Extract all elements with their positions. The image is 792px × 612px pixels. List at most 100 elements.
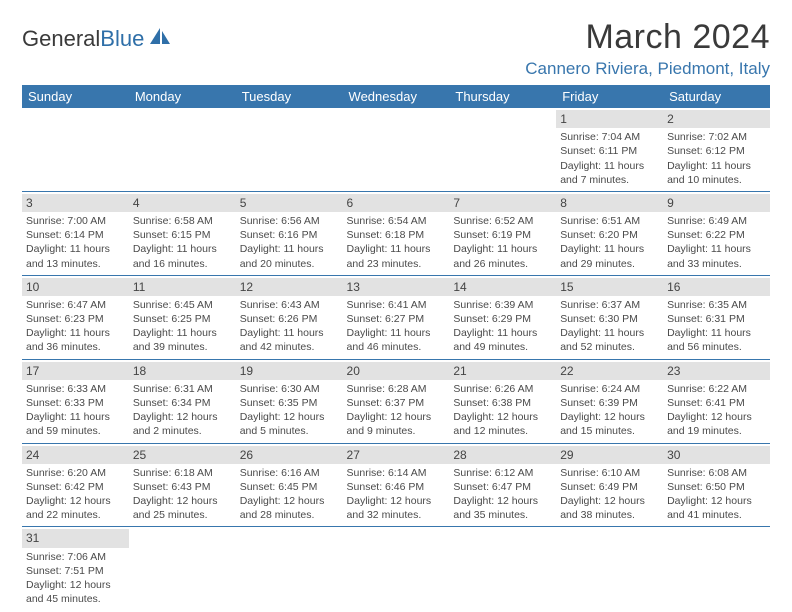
- cell-line: Sunset: 6:42 PM: [26, 480, 125, 494]
- cell-line: Sunset: 6:31 PM: [667, 312, 766, 326]
- cell-line: Daylight: 12 hours: [667, 494, 766, 508]
- cell-line: Sunset: 6:45 PM: [240, 480, 339, 494]
- day-number: 6: [343, 194, 450, 212]
- cell-line: Sunset: 6:14 PM: [26, 228, 125, 242]
- calendar-cell: [22, 108, 129, 191]
- cell-line: and 56 minutes.: [667, 340, 766, 354]
- calendar-cell: 30 Sunrise: 6:08 AMSunset: 6:50 PMDayligh…: [663, 443, 770, 527]
- day-number: 7: [449, 194, 556, 212]
- title-block: March 2024 Cannero Riviera, Piedmont, It…: [525, 18, 770, 79]
- cell-line: Daylight: 12 hours: [26, 494, 125, 508]
- cell-line: and 36 minutes.: [26, 340, 125, 354]
- calendar-cell: 14Sunrise: 6:39 AMSunset: 6:29 PMDayligh…: [449, 275, 556, 359]
- day-number: 9: [663, 194, 770, 212]
- day-number: 10: [22, 278, 129, 296]
- day-number: 21: [449, 362, 556, 380]
- cell-line: and 10 minutes.: [667, 173, 766, 187]
- calendar-cell: 27Sunrise: 6:14 AMSunset: 6:46 PMDayligh…: [343, 443, 450, 527]
- cell-line: Sunrise: 6:49 AM: [667, 214, 766, 228]
- cell-line: Sunset: 6:34 PM: [133, 396, 232, 410]
- calendar-cell: 29Sunrise: 6:10 AMSunset: 6:49 PMDayligh…: [556, 443, 663, 527]
- cell-line: Daylight: 12 hours: [560, 410, 659, 424]
- cell-line: Sunset: 6:39 PM: [560, 396, 659, 410]
- cell-line: Daylight: 11 hours: [133, 242, 232, 256]
- cell-line: Sunrise: 6:08 AM: [667, 466, 766, 480]
- calendar-cell: [449, 527, 556, 610]
- calendar-cell: [343, 108, 450, 191]
- cell-line: Daylight: 12 hours: [453, 410, 552, 424]
- cell-line: Sunset: 6:22 PM: [667, 228, 766, 242]
- calendar-cell: 8Sunrise: 6:51 AMSunset: 6:20 PMDaylight…: [556, 191, 663, 275]
- cell-line: and 15 minutes.: [560, 424, 659, 438]
- day-number: 17: [22, 362, 129, 380]
- cell-line: and 49 minutes.: [453, 340, 552, 354]
- calendar-cell: 2Sunrise: 7:02 AMSunset: 6:12 PMDaylight…: [663, 108, 770, 191]
- cell-line: Daylight: 12 hours: [347, 410, 446, 424]
- cell-line: and 38 minutes.: [560, 508, 659, 522]
- cell-line: Sunrise: 6:28 AM: [347, 382, 446, 396]
- cell-line: and 35 minutes.: [453, 508, 552, 522]
- cell-line: and 45 minutes.: [26, 592, 125, 606]
- cell-line: Sunrise: 7:06 AM: [26, 550, 125, 564]
- calendar-row: 1 Sunrise: 7:04 AMSunset: 6:11 PMDaylight…: [22, 108, 770, 191]
- calendar-cell: 11Sunrise: 6:45 AMSunset: 6:25 PMDayligh…: [129, 275, 236, 359]
- calendar-cell: 6Sunrise: 6:54 AMSunset: 6:18 PMDaylight…: [343, 191, 450, 275]
- cell-line: Sunrise: 6:33 AM: [26, 382, 125, 396]
- day-number: 11: [129, 278, 236, 296]
- cell-line: and 9 minutes.: [347, 424, 446, 438]
- calendar-cell: 17Sunrise: 6:33 AMSunset: 6:33 PMDayligh…: [22, 359, 129, 443]
- calendar-table: Sunday Monday Tuesday Wednesday Thursday…: [22, 85, 770, 610]
- cell-line: and 59 minutes.: [26, 424, 125, 438]
- day-number: 30: [663, 446, 770, 464]
- cell-line: Sunset: 6:23 PM: [26, 312, 125, 326]
- cell-line: Sunrise: 6:20 AM: [26, 466, 125, 480]
- day-number: 28: [449, 446, 556, 464]
- day-number: 3: [22, 194, 129, 212]
- cell-line: Daylight: 11 hours: [347, 242, 446, 256]
- cell-line: Sunrise: 6:16 AM: [240, 466, 339, 480]
- cell-line: Daylight: 11 hours: [560, 159, 659, 173]
- weekday-header: Wednesday: [343, 85, 450, 108]
- calendar-cell: 31Sunrise: 7:06 AMSunset: 7:51 PMDayligh…: [22, 527, 129, 610]
- cell-line: Sunset: 6:35 PM: [240, 396, 339, 410]
- sail-icon: [148, 26, 174, 52]
- day-number: 1: [556, 110, 663, 128]
- cell-line: and 16 minutes.: [133, 257, 232, 271]
- day-number: 24: [22, 446, 129, 464]
- cell-line: and 12 minutes.: [453, 424, 552, 438]
- cell-line: Sunset: 6:41 PM: [667, 396, 766, 410]
- cell-line: Sunset: 6:25 PM: [133, 312, 232, 326]
- cell-line: Sunrise: 7:04 AM: [560, 130, 659, 144]
- day-number: 26: [236, 446, 343, 464]
- calendar-cell: 4Sunrise: 6:58 AMSunset: 6:15 PMDaylight…: [129, 191, 236, 275]
- cell-line: Sunset: 6:11 PM: [560, 144, 659, 158]
- calendar-cell: 16Sunrise: 6:35 AMSunset: 6:31 PMDayligh…: [663, 275, 770, 359]
- weekday-header: Thursday: [449, 85, 556, 108]
- calendar-cell: [129, 527, 236, 610]
- cell-line: and 23 minutes.: [347, 257, 446, 271]
- cell-line: Sunrise: 6:24 AM: [560, 382, 659, 396]
- calendar-row: 24Sunrise: 6:20 AMSunset: 6:42 PMDayligh…: [22, 443, 770, 527]
- cell-line: and 25 minutes.: [133, 508, 232, 522]
- day-number: 15: [556, 278, 663, 296]
- calendar-cell: 5Sunrise: 6:56 AMSunset: 6:16 PMDaylight…: [236, 191, 343, 275]
- cell-line: Sunrise: 6:35 AM: [667, 298, 766, 312]
- calendar-cell: 28Sunrise: 6:12 AMSunset: 6:47 PMDayligh…: [449, 443, 556, 527]
- calendar-cell: 12Sunrise: 6:43 AMSunset: 6:26 PMDayligh…: [236, 275, 343, 359]
- cell-line: Sunset: 6:50 PM: [667, 480, 766, 494]
- cell-line: Sunrise: 6:22 AM: [667, 382, 766, 396]
- logo-text-2: Blue: [100, 26, 144, 52]
- calendar-cell: 23Sunrise: 6:22 AMSunset: 6:41 PMDayligh…: [663, 359, 770, 443]
- cell-line: Sunset: 6:15 PM: [133, 228, 232, 242]
- weekday-header-row: Sunday Monday Tuesday Wednesday Thursday…: [22, 85, 770, 108]
- header: GeneralBlue March 2024 Cannero Riviera, …: [22, 18, 770, 79]
- cell-line: Daylight: 12 hours: [453, 494, 552, 508]
- calendar-row: 3Sunrise: 7:00 AMSunset: 6:14 PMDaylight…: [22, 191, 770, 275]
- cell-line: and 22 minutes.: [26, 508, 125, 522]
- cell-line: and 26 minutes.: [453, 257, 552, 271]
- weekday-header: Friday: [556, 85, 663, 108]
- weekday-header: Tuesday: [236, 85, 343, 108]
- cell-line: Sunset: 6:46 PM: [347, 480, 446, 494]
- day-number: 14: [449, 278, 556, 296]
- calendar-cell: 10Sunrise: 6:47 AMSunset: 6:23 PMDayligh…: [22, 275, 129, 359]
